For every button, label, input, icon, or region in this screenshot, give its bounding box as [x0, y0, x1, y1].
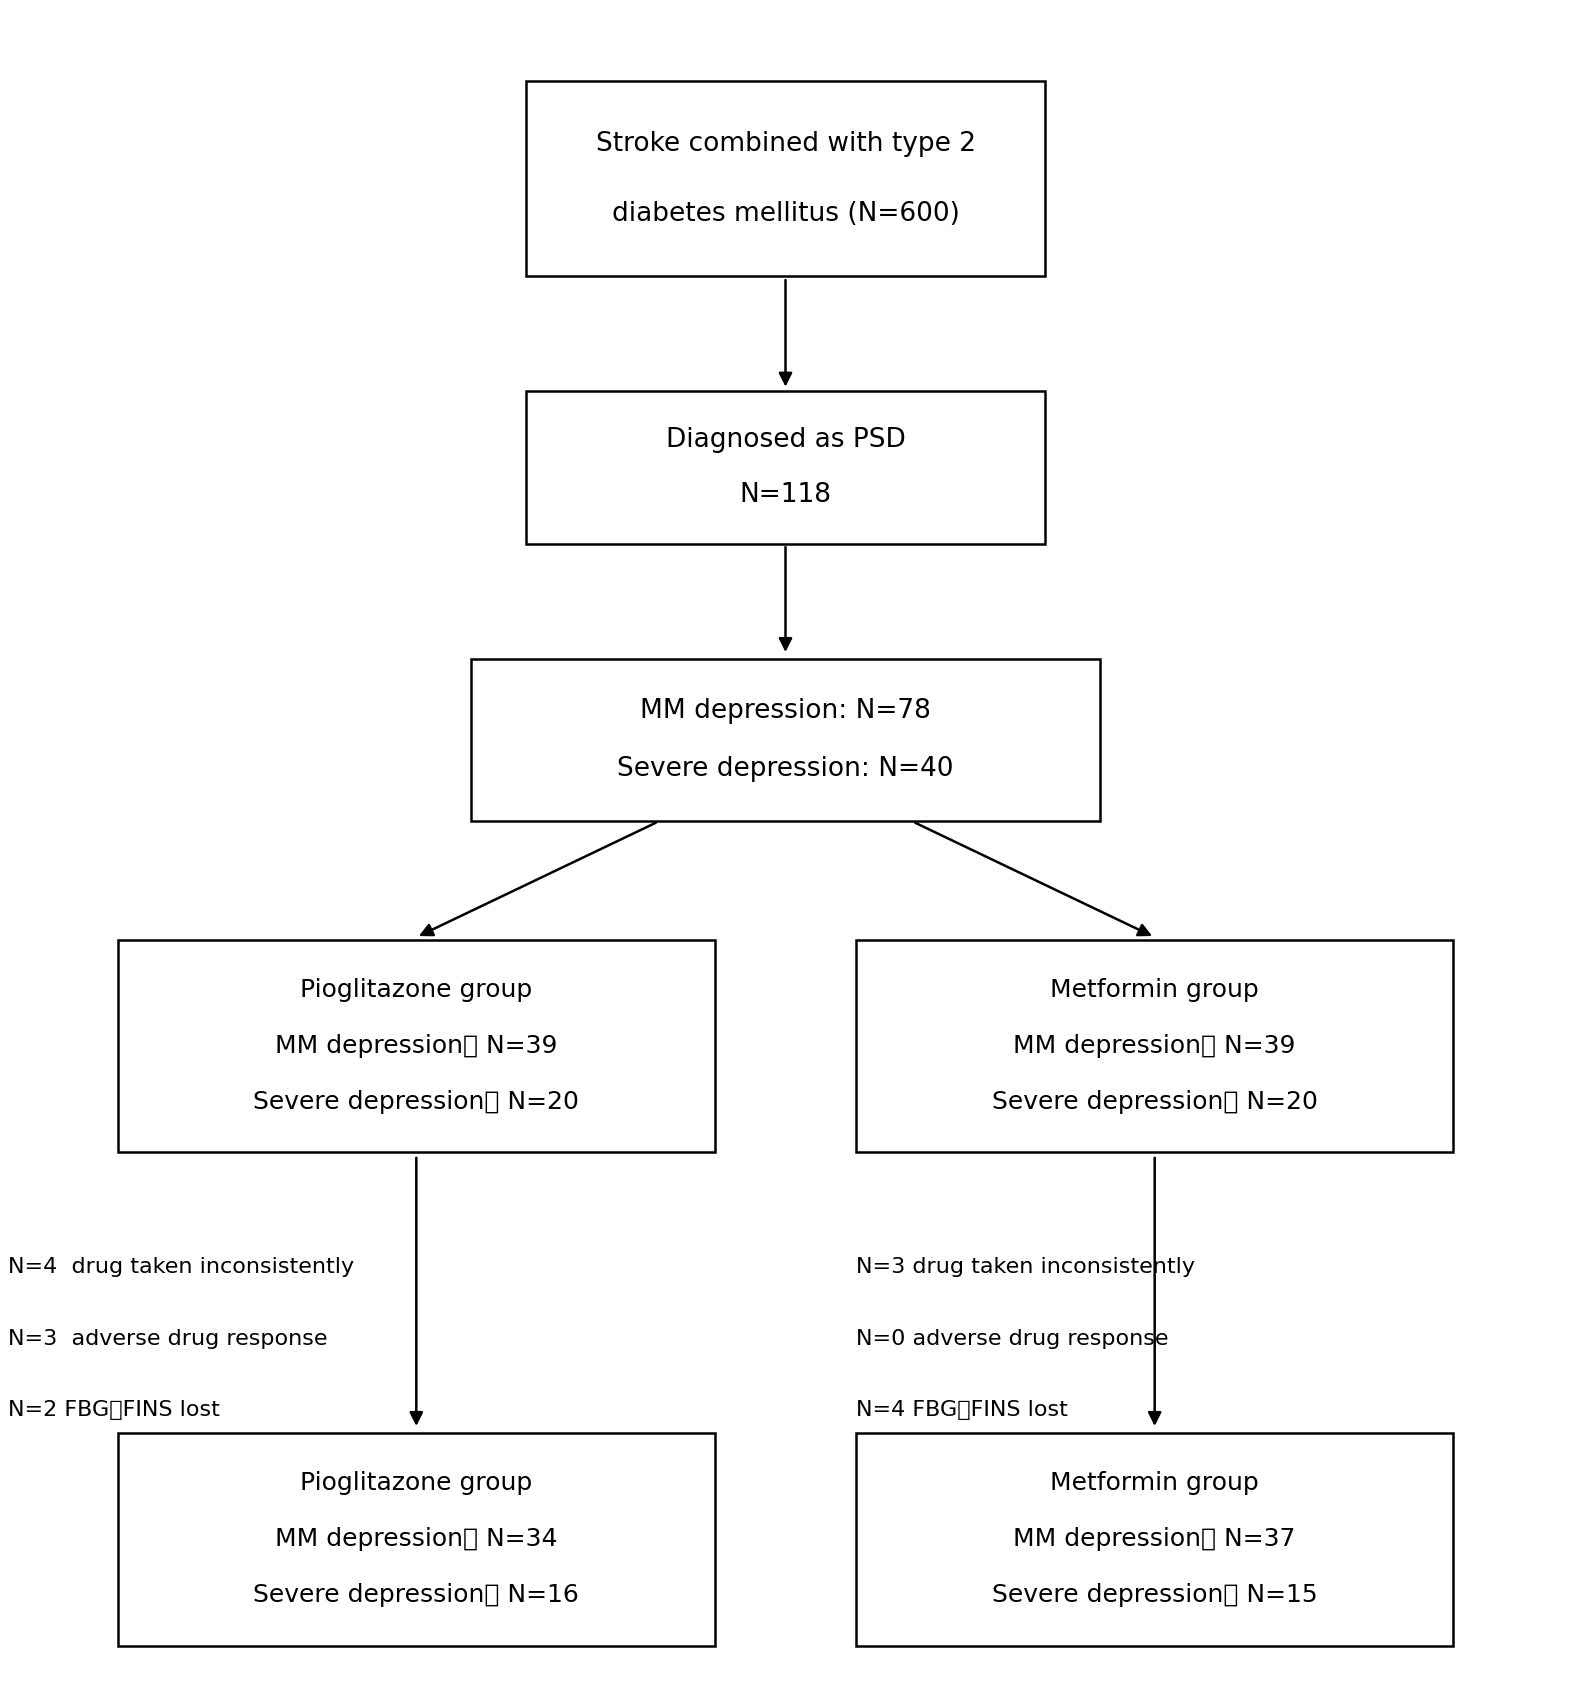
Text: N=3  adverse drug response: N=3 adverse drug response — [8, 1328, 327, 1349]
Text: MM depression： N=39: MM depression： N=39 — [275, 1034, 558, 1058]
Text: N=2 FBG、FINS lost: N=2 FBG、FINS lost — [8, 1400, 220, 1420]
FancyBboxPatch shape — [118, 1432, 715, 1647]
Text: MM depression： N=37: MM depression： N=37 — [1013, 1527, 1296, 1551]
FancyBboxPatch shape — [856, 939, 1453, 1153]
Text: Severe depression: N=40: Severe depression: N=40 — [617, 755, 954, 782]
FancyBboxPatch shape — [856, 1432, 1453, 1647]
Text: MM depression: N=78: MM depression: N=78 — [639, 697, 932, 725]
Text: MM depression： N=39: MM depression： N=39 — [1013, 1034, 1296, 1058]
Text: Metformin group: Metformin group — [1051, 978, 1258, 1002]
Text: N=118: N=118 — [740, 481, 831, 509]
Text: Severe depression： N=20: Severe depression： N=20 — [991, 1090, 1318, 1114]
Text: Severe depression： N=20: Severe depression： N=20 — [253, 1090, 580, 1114]
Text: Pioglitazone group: Pioglitazone group — [300, 1471, 533, 1495]
FancyBboxPatch shape — [118, 939, 715, 1153]
FancyBboxPatch shape — [526, 80, 1045, 276]
Text: MM depression： N=34: MM depression： N=34 — [275, 1527, 558, 1551]
Text: Severe depression： N=15: Severe depression： N=15 — [991, 1584, 1318, 1607]
FancyBboxPatch shape — [526, 391, 1045, 544]
Text: N=0 adverse drug response: N=0 adverse drug response — [856, 1328, 1169, 1349]
Text: Severe depression： N=16: Severe depression： N=16 — [253, 1584, 580, 1607]
FancyBboxPatch shape — [471, 660, 1100, 822]
Text: Pioglitazone group: Pioglitazone group — [300, 978, 533, 1002]
Text: N=4 FBG、FINS lost: N=4 FBG、FINS lost — [856, 1400, 1068, 1420]
Text: Diagnosed as PSD: Diagnosed as PSD — [666, 427, 905, 454]
Text: N=3 drug taken inconsistently: N=3 drug taken inconsistently — [856, 1257, 1196, 1277]
Text: Metformin group: Metformin group — [1051, 1471, 1258, 1495]
Text: Stroke combined with type 2: Stroke combined with type 2 — [595, 131, 976, 156]
Text: diabetes mellitus (N=600): diabetes mellitus (N=600) — [611, 201, 960, 226]
Text: N=4  drug taken inconsistently: N=4 drug taken inconsistently — [8, 1257, 353, 1277]
